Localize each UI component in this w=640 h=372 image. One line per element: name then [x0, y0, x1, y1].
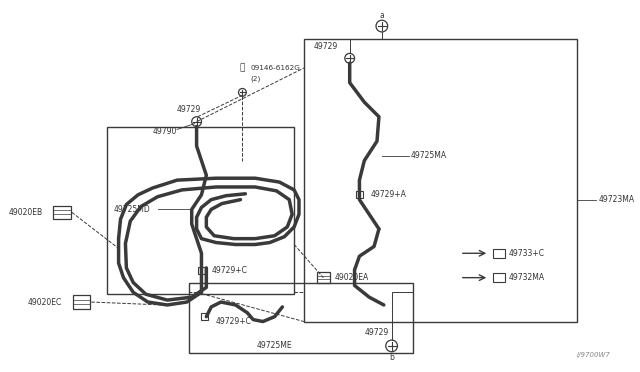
Bar — [317, 272, 330, 283]
Text: (2): (2) — [250, 76, 260, 82]
Text: b: b — [389, 353, 394, 362]
Text: 49790: 49790 — [153, 127, 177, 136]
Bar — [189, 283, 413, 353]
Bar — [107, 126, 294, 294]
Text: 09146-6162G: 09146-6162G — [250, 65, 300, 71]
Text: 49729+C: 49729+C — [216, 317, 252, 326]
Text: Ⓑ: Ⓑ — [240, 64, 245, 73]
Text: 49729: 49729 — [313, 42, 337, 51]
Text: 49725ME: 49725ME — [257, 341, 292, 350]
Text: a: a — [380, 11, 384, 20]
Text: 49729: 49729 — [365, 328, 389, 337]
Text: 49729+C: 49729+C — [211, 266, 247, 275]
Bar — [304, 39, 577, 321]
Text: 49725MD: 49725MD — [114, 205, 150, 214]
Text: 49729: 49729 — [177, 105, 201, 115]
Bar — [53, 205, 71, 219]
Text: 49732MA: 49732MA — [509, 273, 545, 282]
Text: I/9700W7: I/9700W7 — [577, 352, 611, 357]
Text: 49020EB: 49020EB — [8, 208, 42, 217]
Bar — [198, 267, 205, 274]
Bar — [356, 191, 363, 198]
Bar — [493, 273, 505, 282]
Text: 49725MA: 49725MA — [411, 151, 447, 160]
Text: 49729+A: 49729+A — [370, 190, 406, 199]
Text: 49723MA: 49723MA — [598, 195, 634, 204]
Bar — [201, 313, 208, 320]
Text: 49020EC: 49020EC — [28, 298, 62, 307]
Text: 49733+C: 49733+C — [509, 249, 545, 258]
Bar — [73, 295, 90, 309]
Text: 49020EA: 49020EA — [335, 273, 369, 282]
Bar — [493, 249, 505, 258]
